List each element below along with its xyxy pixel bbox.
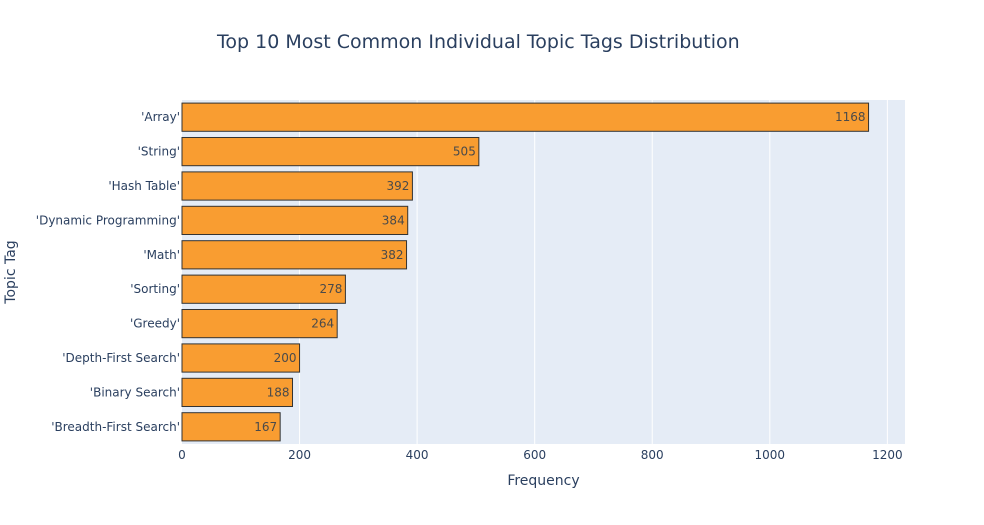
x-axis-ticks: 0 200 400 600 800 1000 1200 xyxy=(178,448,902,462)
bar xyxy=(181,274,346,304)
y-tick-label: 'String' xyxy=(138,145,180,159)
x-tick-label: 1000 xyxy=(755,448,786,462)
bar xyxy=(181,102,870,132)
bar xyxy=(181,205,409,236)
x-tick-label: 1200 xyxy=(872,448,903,462)
x-tick-label: 200 xyxy=(288,448,311,462)
bar xyxy=(181,377,294,408)
bar-value-label: 505 xyxy=(453,145,476,159)
x-axis-title: Frequency xyxy=(507,473,579,489)
bars: 1168 505 392 384 382 278 264 200 188 167 xyxy=(181,102,870,442)
bar-value-label: 392 xyxy=(387,179,410,193)
chart-title: Top 10 Most Common Individual Topic Tags… xyxy=(217,31,740,53)
y-tick-label: 'Depth-First Search' xyxy=(62,351,180,365)
x-tick-label: 800 xyxy=(641,448,664,462)
bar-value-label: 384 xyxy=(382,213,405,227)
bar-value-label: 278 xyxy=(320,282,343,296)
y-axis-title: Topic Tag xyxy=(3,240,19,304)
bar-value-label: 1168 xyxy=(835,110,866,124)
bar-value-label: 382 xyxy=(381,248,404,262)
bar xyxy=(181,136,480,167)
y-tick-label: 'Hash Table' xyxy=(108,179,180,193)
x-tick-label: 600 xyxy=(523,448,546,462)
bar-value-label: 200 xyxy=(274,351,297,365)
y-tick-label: 'Breadth-First Search' xyxy=(51,420,180,434)
y-tick-label: 'Array' xyxy=(141,110,180,124)
bar xyxy=(181,171,413,201)
bar-value-label: 167 xyxy=(254,420,277,434)
y-axis-ticks: 'Array' 'String' 'Hash Table' 'Dynamic Prog… xyxy=(36,110,180,434)
bar xyxy=(181,343,301,373)
x-tick-label: 400 xyxy=(406,448,429,462)
bar-value-label: 264 xyxy=(311,317,334,331)
y-tick-label: 'Binary Search' xyxy=(90,385,180,399)
bar xyxy=(181,412,281,442)
x-tick-label: 0 xyxy=(178,448,186,462)
y-tick-label: 'Sorting' xyxy=(130,282,180,296)
gridlines xyxy=(299,100,888,444)
bar xyxy=(181,240,408,270)
bar xyxy=(181,308,338,339)
y-tick-label: 'Math' xyxy=(143,248,180,262)
y-tick-label: 'Greedy' xyxy=(130,317,180,331)
y-tick-label: 'Dynamic Programming' xyxy=(36,213,180,227)
bar-value-label: 188 xyxy=(267,385,290,399)
